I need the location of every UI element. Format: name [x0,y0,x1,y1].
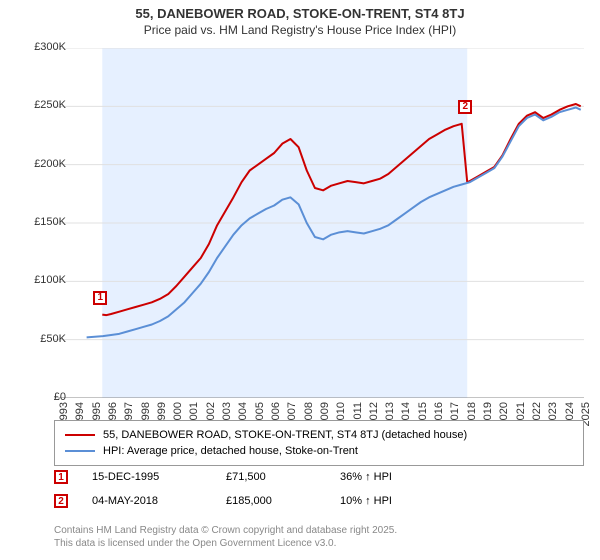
sale-price: £71,500 [226,471,316,483]
y-tick-label: £50K [16,333,66,345]
sale-price: £185,000 [226,495,316,507]
legend-row-hpi: HPI: Average price, detached house, Stok… [65,443,573,459]
sale-date: 04-MAY-2018 [92,495,202,507]
y-tick-label: £150K [16,216,66,228]
sale-row-2: 2 04-MAY-2018 £185,000 10% ↑ HPI [54,494,584,508]
y-tick-label: £250K [16,99,66,111]
footer-line-2: This data is licensed under the Open Gov… [54,537,584,550]
sale-row-marker: 1 [54,470,68,484]
y-tick-label: £100K [16,274,66,286]
legend-label-hpi: HPI: Average price, detached house, Stok… [103,445,358,457]
y-tick-label: £200K [16,158,66,170]
legend-label-property: 55, DANEBOWER ROAD, STOKE-ON-TRENT, ST4 … [103,429,467,441]
sale-row-marker: 2 [54,494,68,508]
sale-delta: 10% ↑ HPI [340,495,392,507]
legend-swatch-property [65,434,95,436]
sale-date: 15-DEC-1995 [92,471,202,483]
legend-row-property: 55, DANEBOWER ROAD, STOKE-ON-TRENT, ST4 … [65,427,573,443]
footer: Contains HM Land Registry data © Crown c… [54,524,584,550]
chart-subtitle: Price paid vs. HM Land Registry's House … [0,21,600,41]
legend-swatch-hpi [65,450,95,452]
y-tick-label: £300K [16,41,66,53]
footer-line-1: Contains HM Land Registry data © Crown c… [54,524,584,537]
sale-marker-2: 2 [458,100,472,114]
chart-title: 55, DANEBOWER ROAD, STOKE-ON-TRENT, ST4 … [0,0,600,21]
chart-plot-area [54,48,584,398]
legend: 55, DANEBOWER ROAD, STOKE-ON-TRENT, ST4 … [54,420,584,466]
sale-marker-1: 1 [93,291,107,305]
chart-svg [54,48,584,398]
sale-row-1: 1 15-DEC-1995 £71,500 36% ↑ HPI [54,470,584,484]
sale-delta: 36% ↑ HPI [340,471,392,483]
